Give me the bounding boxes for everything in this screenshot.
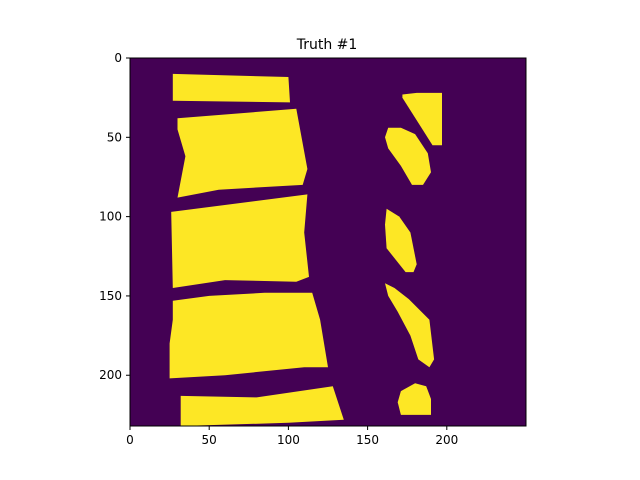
- plot-area: [129, 57, 527, 427]
- mask-region-vertebra-3: [171, 194, 309, 288]
- x-axis: 0 50 100 150 200: [126, 426, 458, 447]
- x-tick-label: 150: [356, 433, 379, 447]
- y-tick-label: 50: [107, 130, 122, 144]
- mask-region-vertebra-5: [180, 386, 344, 426]
- plot-frame: [129, 57, 527, 427]
- mask-region-vertebra-2: [177, 108, 308, 198]
- mask-regions: [169, 73, 442, 426]
- x-tick-label: 0: [126, 433, 134, 447]
- y-tick-label: 100: [99, 210, 122, 224]
- mask-region-process-5: [397, 383, 431, 415]
- y-axis: 0 50 100 150 200: [99, 51, 130, 382]
- x-tick-label: 200: [435, 433, 458, 447]
- x-tick-label: 50: [202, 433, 217, 447]
- mask-region-process-1: [402, 92, 442, 146]
- mask-region-vertebra-1: [172, 73, 290, 103]
- y-tick-label: 150: [99, 289, 122, 303]
- y-tick-label: 0: [114, 51, 122, 65]
- y-tick-label: 200: [99, 368, 122, 382]
- mask-region-process-3: [385, 208, 417, 273]
- mask-region-process-4: [385, 283, 435, 368]
- mask-region-vertebra-4: [169, 292, 328, 379]
- mask-region-process-2: [385, 127, 431, 185]
- x-tick-label: 100: [277, 433, 300, 447]
- chart-title: Truth #1: [296, 37, 358, 53]
